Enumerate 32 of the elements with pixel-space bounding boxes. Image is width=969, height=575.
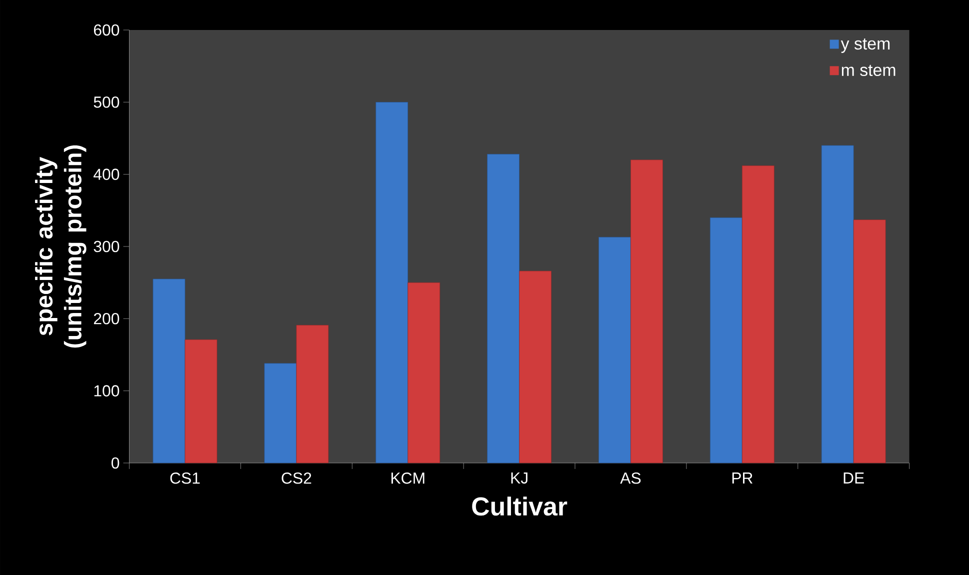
- bar: [821, 145, 854, 464]
- y-tick-label: 300: [94, 240, 120, 252]
- x-tick-label: CS2: [282, 472, 312, 484]
- bar: [853, 220, 886, 464]
- bar: [152, 278, 186, 464]
- bar: [598, 236, 631, 464]
- y-tick-label: 500: [94, 96, 120, 108]
- y-axis-title: specific activity (units/mg protein): [35, 145, 86, 348]
- y-tick-label: 0: [112, 457, 120, 469]
- bar: [296, 324, 329, 464]
- legend-label: y stem: [840, 38, 890, 53]
- bar: [487, 154, 520, 464]
- bar: [630, 160, 663, 464]
- bar: [264, 363, 297, 464]
- x-tick-label: KJ: [511, 472, 528, 484]
- bar: [519, 270, 552, 464]
- y-tick-label: 400: [94, 168, 120, 180]
- x-tick-label: AS: [620, 472, 641, 484]
- x-tick-label: PR: [732, 472, 752, 484]
- legend-label: m stem: [842, 64, 896, 76]
- y-tick-label: 200: [94, 313, 120, 324]
- bar: [710, 217, 742, 464]
- bar: [408, 282, 440, 464]
- x-axis-title: Cultivar: [472, 496, 568, 516]
- y-tick-label: 100: [94, 385, 120, 396]
- y-tick-label: 600: [94, 24, 120, 36]
- x-tick-label: CS1: [170, 472, 200, 484]
- x-tick-label: KCM: [391, 472, 424, 484]
- bar: [184, 339, 218, 464]
- bar: [742, 165, 774, 464]
- x-tick-label: DE: [844, 472, 864, 484]
- bar: [376, 102, 408, 464]
